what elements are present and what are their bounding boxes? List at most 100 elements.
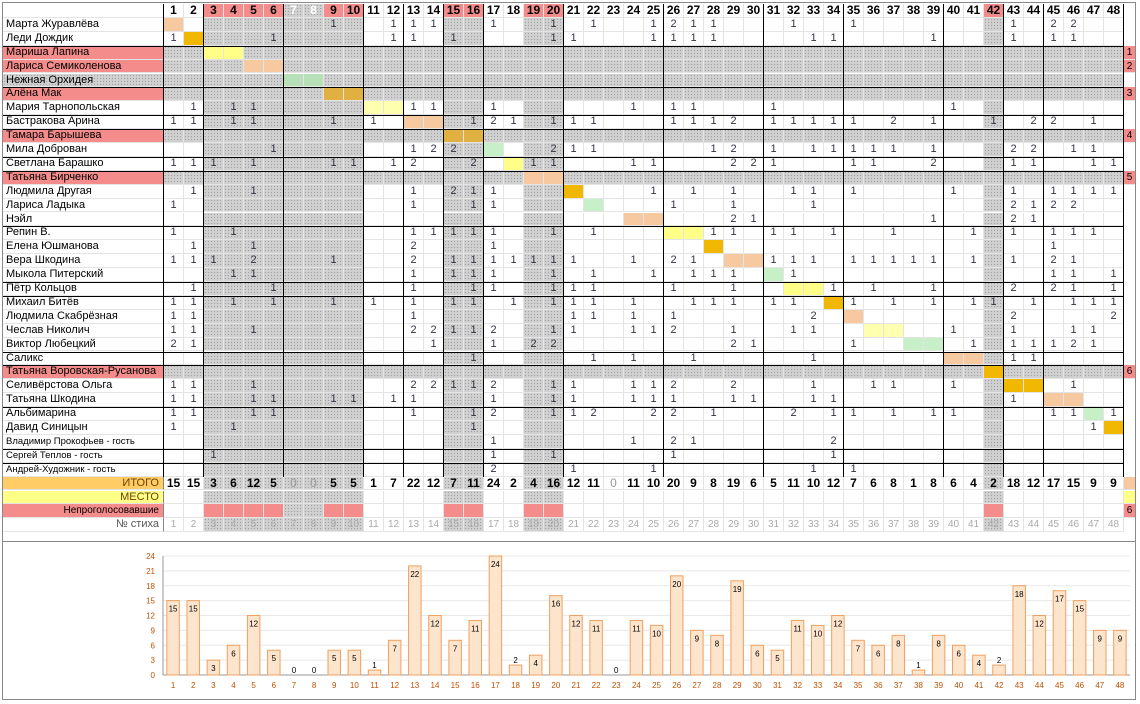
vote-cell (764, 240, 784, 255)
bar (831, 615, 845, 676)
vote-cell: 2 (464, 156, 484, 171)
column-header: 3 (204, 4, 224, 18)
vote-cell (524, 31, 544, 46)
vote-cell (204, 240, 224, 255)
vote-cell (424, 365, 444, 380)
vote-cell (284, 115, 304, 130)
vote-cell (284, 421, 304, 435)
poem-number-cell: 14 (424, 518, 444, 533)
nonvoted-cell (964, 504, 984, 519)
vote-cell (544, 365, 564, 380)
vote-cell (784, 198, 804, 213)
vote-cell (564, 212, 584, 227)
vote-cell (584, 184, 604, 199)
vote-cell: 1 (504, 254, 524, 269)
vote-cell (284, 31, 304, 46)
vote-cell (904, 198, 924, 213)
row-divider (3, 407, 1124, 409)
vote-cell (944, 45, 964, 60)
vote-cell: 1 (404, 226, 424, 241)
vote-cell (724, 45, 744, 60)
vote-cell (844, 87, 864, 102)
bar-value-label: 6 (231, 649, 236, 658)
own-poem-cell (944, 351, 964, 366)
vote-cell (1024, 129, 1044, 143)
y-tick-label: 24 (146, 552, 155, 561)
vote-cell (1084, 212, 1104, 227)
vote-cell (624, 184, 644, 199)
vote-cell (844, 31, 864, 46)
vote-cell (1104, 393, 1124, 408)
vote-cell: 1 (384, 156, 404, 171)
bar (246, 615, 261, 676)
vote-cell (624, 240, 644, 255)
vote-cell (764, 59, 784, 74)
vote-cell (224, 184, 244, 199)
vote-cell (784, 462, 804, 477)
vote-cell (264, 87, 284, 102)
vote-cell: 1 (164, 254, 184, 269)
own-poem-cell (184, 31, 204, 46)
own-poem-cell (984, 365, 1004, 380)
vote-cell (484, 365, 504, 380)
vote-cell: 1 (544, 31, 564, 46)
vote-cell: 1 (644, 156, 664, 171)
participant-name: Елена Юшманова (3, 240, 164, 255)
vote-cell (364, 226, 384, 241)
vote-cell (364, 282, 384, 296)
vote-cell (224, 170, 244, 185)
place-cell (244, 490, 264, 505)
vote-cell (924, 448, 944, 463)
vote-cell (504, 45, 524, 60)
column-header: 24 (624, 4, 644, 18)
vote-cell (364, 170, 384, 185)
bar (649, 624, 664, 676)
vote-cell: 1 (744, 212, 764, 227)
vote-cell (424, 129, 444, 143)
vote-cell: 1 (444, 323, 464, 338)
vote-cell (864, 184, 884, 199)
bar (911, 669, 926, 676)
vote-cell (604, 254, 624, 269)
vote-cell (364, 73, 384, 88)
vote-cell (1104, 59, 1124, 74)
vote-cell (744, 448, 764, 463)
vote-cell (304, 407, 324, 421)
vote-cell (884, 59, 904, 74)
vote-cell (304, 309, 324, 324)
vote-cell (444, 407, 464, 421)
vote-cell (924, 393, 944, 408)
vote-cell (424, 462, 444, 477)
vote-cell: 1 (264, 282, 284, 296)
row-divider (3, 226, 1124, 228)
vote-cell: 1 (404, 184, 424, 199)
vote-cell: 1 (404, 268, 424, 282)
vote-cell (244, 448, 264, 463)
participant-name: Татьяна Бирченко (3, 170, 164, 185)
bar-value-label: 0 (312, 666, 317, 675)
vote-cell (684, 156, 704, 171)
vote-cell (1044, 309, 1064, 324)
vote-cell (224, 198, 244, 213)
vote-cell: 2 (1004, 143, 1024, 157)
bar (1052, 590, 1067, 676)
vote-cell (584, 212, 604, 227)
x-tick-label: 32 (793, 681, 802, 690)
vote-cell (204, 73, 224, 88)
nonvoted-cell (164, 504, 184, 519)
x-tick-label: 37 (894, 681, 903, 690)
own-poem-cell (1084, 407, 1104, 421)
vote-cell (844, 59, 864, 74)
vote-cell (824, 309, 844, 324)
vote-cell (604, 45, 624, 60)
vote-cell (724, 421, 744, 435)
vote-cell (604, 337, 624, 352)
vote-cell (644, 448, 664, 463)
place-cell (644, 490, 664, 505)
vote-cell (904, 59, 924, 74)
bar-value-label: 12 (833, 620, 842, 629)
vote-cell (504, 240, 524, 255)
row-divider (3, 351, 1124, 353)
vote-cell (404, 87, 424, 102)
poem-number-cell: 27 (684, 518, 704, 533)
